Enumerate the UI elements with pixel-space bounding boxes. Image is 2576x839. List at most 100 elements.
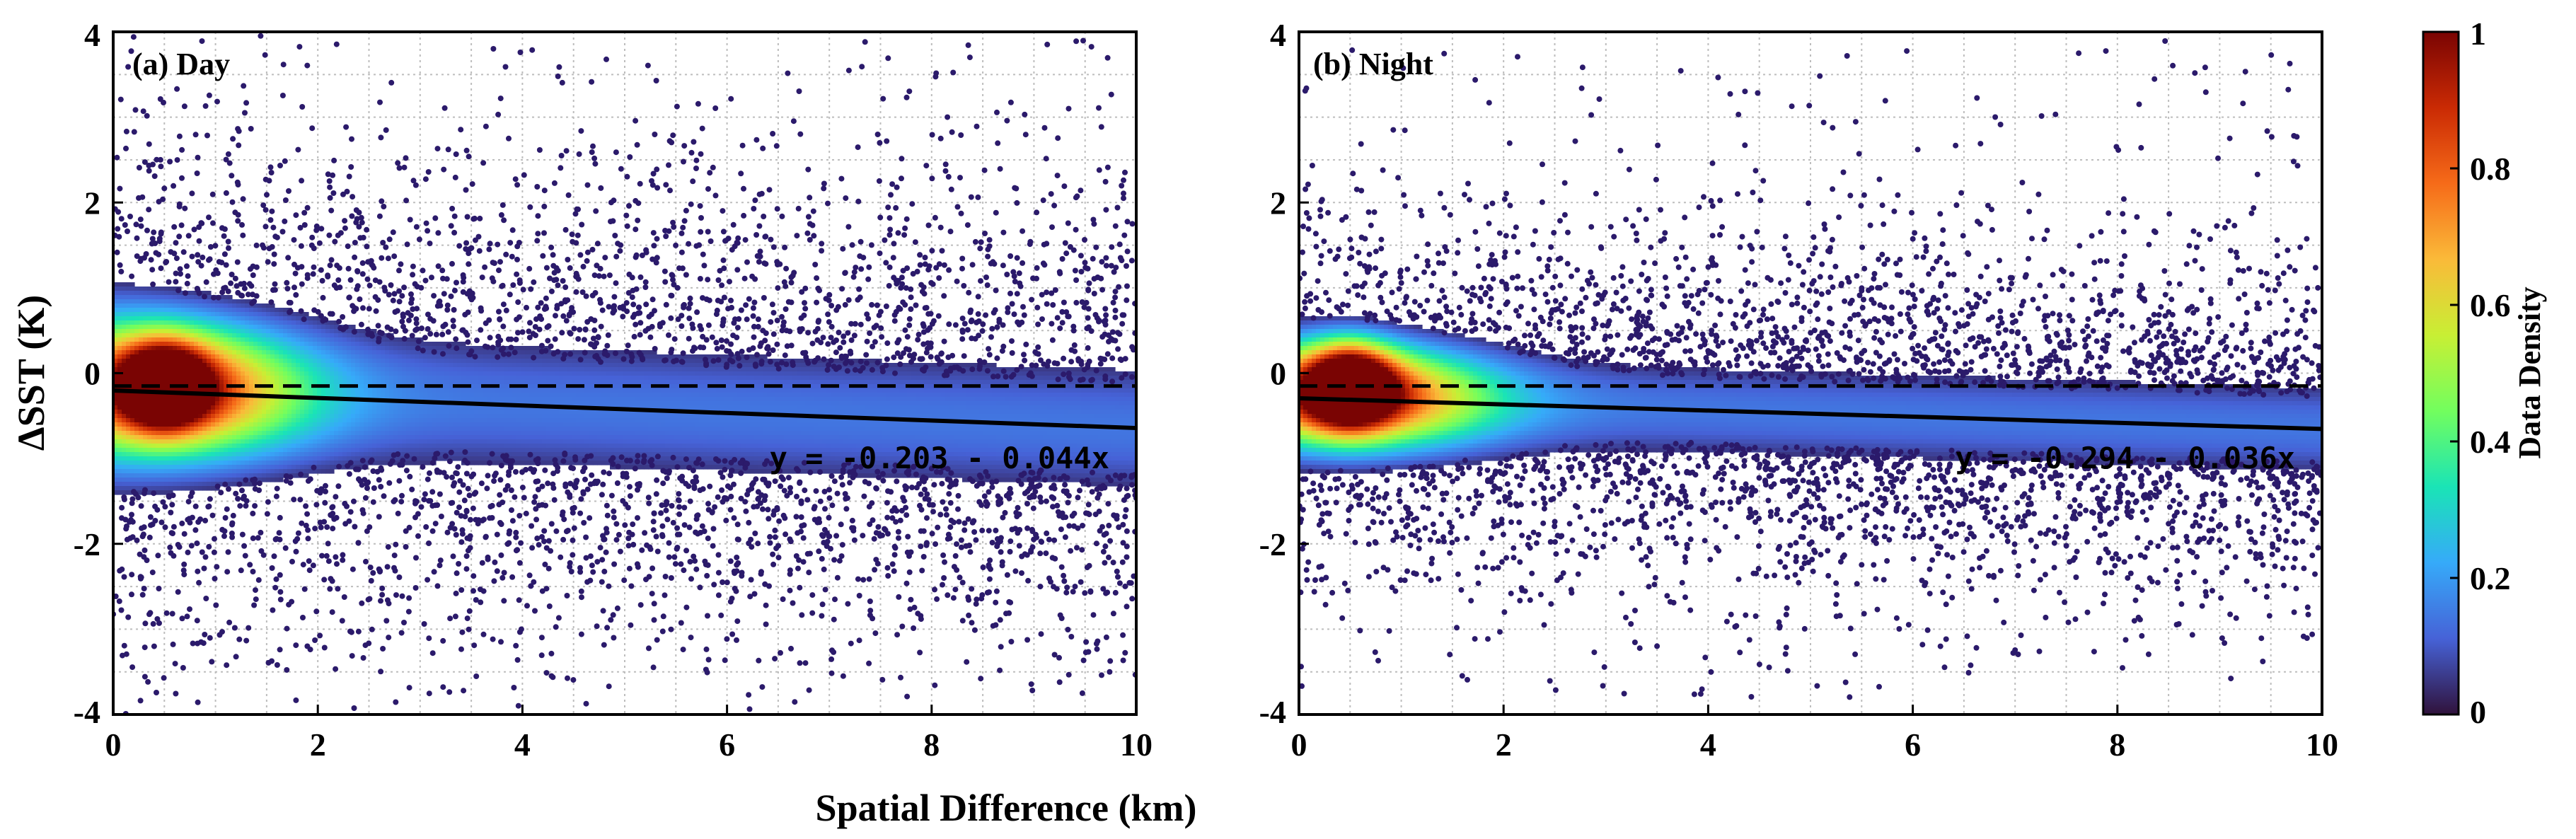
panel-day: 0 2 4 6 8 10 420-2-4 (a) Day y = -0.203 - 0.0… bbox=[74, 17, 1153, 763]
density-cell bbox=[300, 325, 305, 330]
density-cell bbox=[126, 444, 131, 449]
density-cell bbox=[601, 397, 606, 402]
density-cell bbox=[453, 448, 458, 453]
density-cell bbox=[368, 359, 373, 364]
density-cell bbox=[542, 397, 547, 402]
density-cell bbox=[703, 435, 708, 440]
density-cell bbox=[559, 363, 564, 368]
density-cell bbox=[516, 371, 521, 376]
density-cell bbox=[325, 363, 330, 368]
density-cell bbox=[423, 435, 428, 440]
density-cell bbox=[113, 410, 118, 415]
density-cell bbox=[550, 422, 555, 427]
density-cell bbox=[224, 342, 229, 347]
density-cell bbox=[635, 444, 640, 449]
density-cell bbox=[601, 444, 606, 449]
density-cell bbox=[631, 393, 636, 398]
density-cell bbox=[376, 354, 381, 359]
density-cell bbox=[695, 452, 700, 457]
density-cell bbox=[478, 448, 483, 453]
density-cell bbox=[151, 359, 156, 364]
density-cell bbox=[194, 427, 199, 432]
density-cell bbox=[533, 427, 538, 432]
density-cell bbox=[495, 448, 500, 453]
density-cell bbox=[224, 312, 229, 317]
density-cell bbox=[139, 478, 144, 482]
density-cell bbox=[555, 397, 560, 402]
density-cell bbox=[440, 456, 445, 461]
density-cell bbox=[185, 452, 190, 457]
density-cell bbox=[113, 325, 118, 330]
density-cell bbox=[296, 401, 301, 406]
density-cell bbox=[470, 397, 475, 402]
density-cell bbox=[245, 303, 250, 308]
density-cell bbox=[567, 456, 572, 461]
density-cell bbox=[330, 363, 335, 368]
density-cell bbox=[470, 363, 475, 368]
density-cell bbox=[164, 461, 169, 465]
density-cell bbox=[499, 393, 504, 398]
density-cell bbox=[232, 444, 237, 449]
density-cell bbox=[359, 342, 364, 347]
density-cell bbox=[300, 469, 305, 474]
density-cell bbox=[491, 431, 496, 436]
density-cell bbox=[415, 452, 420, 457]
density-cell bbox=[134, 333, 139, 338]
density-cell bbox=[376, 380, 381, 385]
density-cell bbox=[432, 422, 437, 427]
density-cell bbox=[606, 388, 611, 393]
density-cell bbox=[224, 325, 229, 330]
density-cell bbox=[466, 422, 470, 427]
density-cell bbox=[593, 371, 598, 376]
density-cell bbox=[245, 350, 250, 355]
density-cell bbox=[126, 320, 131, 325]
density-cell bbox=[550, 376, 555, 381]
density-cell bbox=[483, 435, 487, 440]
density-cell bbox=[236, 410, 241, 415]
density-cell bbox=[245, 401, 250, 406]
density-cell bbox=[270, 388, 275, 393]
density-cell bbox=[652, 461, 657, 465]
density-cell bbox=[686, 380, 691, 385]
density-cell bbox=[614, 401, 619, 406]
density-cell bbox=[202, 418, 207, 423]
density-cell bbox=[648, 350, 653, 355]
density-cell bbox=[321, 401, 326, 406]
density-cell bbox=[334, 393, 339, 398]
density-cell bbox=[181, 482, 186, 487]
density-cell bbox=[682, 448, 687, 453]
density-cell bbox=[296, 435, 301, 440]
density-cell bbox=[190, 337, 195, 342]
density-cell bbox=[177, 337, 182, 342]
density-cell bbox=[334, 333, 339, 338]
density-cell bbox=[470, 380, 475, 385]
density-cell bbox=[640, 435, 645, 440]
density-cell bbox=[521, 452, 526, 457]
density-cell bbox=[398, 444, 403, 449]
density-cell bbox=[376, 456, 381, 461]
density-cell bbox=[228, 435, 233, 440]
density-cell bbox=[164, 287, 169, 291]
density-cell bbox=[419, 371, 424, 376]
density-cell bbox=[117, 473, 122, 478]
density-cell bbox=[313, 414, 318, 419]
density-cell bbox=[236, 312, 241, 317]
density-cell bbox=[572, 444, 577, 449]
density-cell bbox=[491, 435, 496, 440]
density-cell bbox=[291, 456, 296, 461]
density-cell bbox=[287, 439, 292, 444]
density-cell bbox=[241, 342, 246, 347]
density-cell bbox=[275, 350, 279, 355]
density-cell bbox=[355, 329, 360, 334]
density-cell bbox=[440, 363, 445, 368]
density-cell bbox=[466, 427, 470, 432]
density-cell bbox=[241, 325, 246, 330]
density-cell bbox=[457, 380, 462, 385]
density-cell bbox=[364, 350, 369, 355]
density-cell bbox=[168, 308, 173, 313]
density-cell bbox=[160, 291, 165, 296]
density-cell bbox=[156, 367, 161, 372]
density-cell bbox=[508, 444, 513, 449]
density-cell bbox=[258, 350, 262, 355]
density-cell bbox=[402, 405, 407, 410]
